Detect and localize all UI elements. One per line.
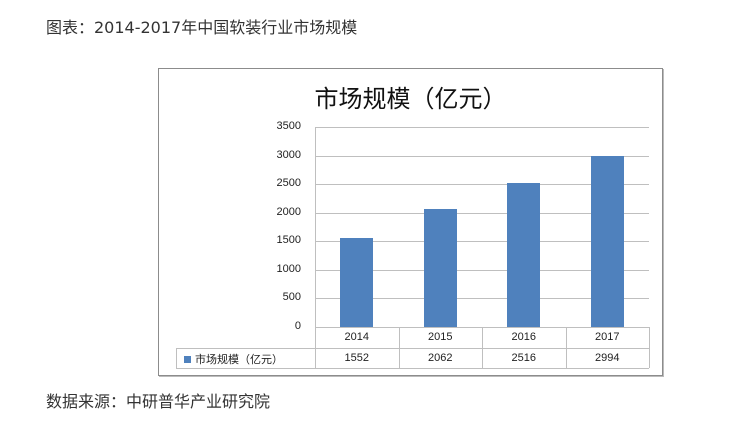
bar-2015: [423, 209, 457, 327]
gridline: [315, 241, 649, 243]
table-line: [176, 368, 649, 369]
y-tick-label: 2000: [276, 205, 301, 218]
table-line: [482, 327, 483, 368]
y-tick-label: 1000: [276, 262, 301, 275]
table-value: 2062: [428, 351, 453, 364]
x-tick-label: 2015: [428, 331, 453, 343]
chart-frame: 市场规模（亿元） 0 500 1000 1500 2000 2500 3000 3500 201…: [158, 68, 663, 376]
bar-2016: [507, 183, 541, 327]
table-line: [398, 327, 400, 368]
legend-entry: 市场规模（亿元）: [184, 351, 283, 367]
figure-caption: 图表：2014-2017年中国软装行业市场规模: [46, 18, 358, 37]
table-line: [565, 327, 567, 368]
bar-2014: [340, 238, 374, 327]
source-caption: 数据来源：中研普华产业研究院: [46, 392, 271, 411]
y-tick-label: 2500: [276, 177, 301, 190]
gridline: [315, 298, 649, 300]
x-tick-label: 2016: [511, 331, 536, 343]
y-tick-label: 1500: [276, 234, 301, 247]
table-value: 2994: [595, 351, 620, 364]
table-line: [649, 327, 650, 368]
gridline: [315, 212, 649, 214]
legend-label: 市场规模（亿元）: [195, 352, 283, 366]
table-line: [315, 327, 316, 368]
gridline: [315, 155, 649, 157]
y-tick-label: 500: [282, 291, 301, 304]
y-tick-label: 3000: [276, 148, 301, 161]
chart-title: 市场规模（亿元）: [314, 85, 507, 113]
legend-swatch-icon: [184, 356, 191, 363]
table-value: 1552: [344, 351, 369, 364]
bar-2017: [590, 155, 624, 327]
table-value: 2516: [511, 351, 536, 364]
x-tick-label: 2017: [595, 331, 620, 343]
y-axis-line: [315, 127, 316, 327]
y-tick-label: 3500: [276, 120, 301, 132]
table-line: [176, 347, 649, 349]
gridline: [315, 184, 649, 186]
gridline: [315, 269, 649, 271]
table-line: [176, 347, 177, 368]
y-tick-label: 0: [294, 320, 301, 332]
gridline: [315, 127, 649, 128]
x-tick-label: 2014: [344, 331, 369, 343]
